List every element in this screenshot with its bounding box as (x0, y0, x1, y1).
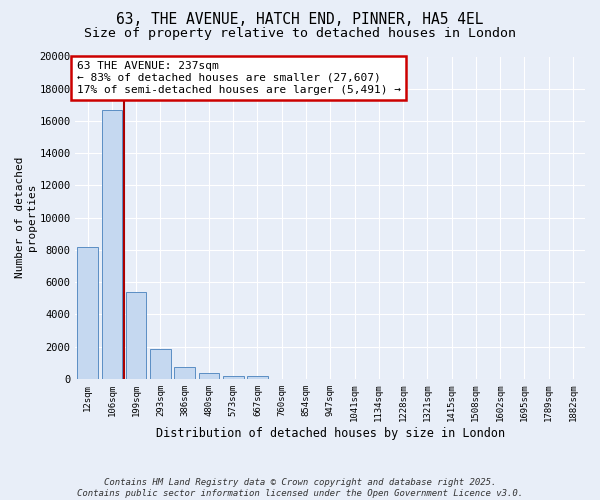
Text: 63 THE AVENUE: 237sqm
← 83% of detached houses are smaller (27,607)
17% of semi-: 63 THE AVENUE: 237sqm ← 83% of detached … (77, 62, 401, 94)
Bar (77, 247, 98, 379)
Bar (101, 110, 122, 379)
Text: Size of property relative to detached houses in London: Size of property relative to detached ho… (84, 28, 516, 40)
Bar (247, 376, 268, 379)
Text: 63, THE AVENUE, HATCH END, PINNER, HA5 4EL: 63, THE AVENUE, HATCH END, PINNER, HA5 4… (116, 12, 484, 28)
Bar (223, 376, 244, 379)
X-axis label: Distribution of detached houses by size in London: Distribution of detached houses by size … (155, 427, 505, 440)
Text: Contains HM Land Registry data © Crown copyright and database right 2025.
Contai: Contains HM Land Registry data © Crown c… (77, 478, 523, 498)
Y-axis label: Number of detached
properties: Number of detached properties (15, 157, 37, 278)
Bar (199, 374, 219, 379)
Bar (150, 349, 171, 379)
Bar (126, 292, 146, 379)
Bar (175, 367, 195, 379)
